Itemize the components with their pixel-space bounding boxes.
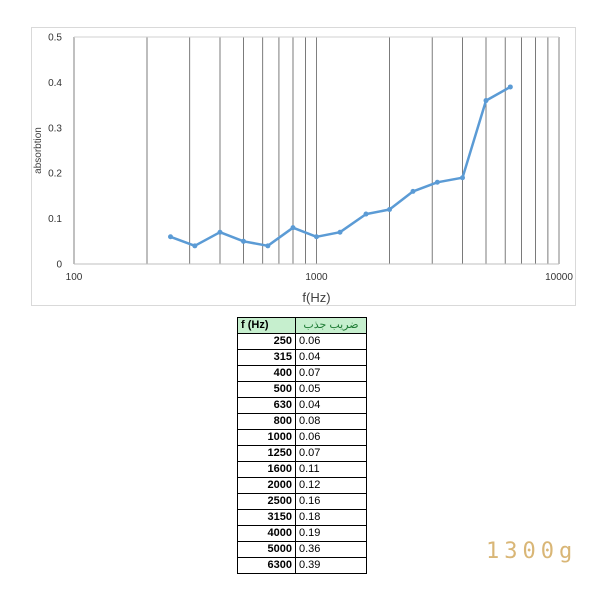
data-point bbox=[363, 211, 369, 217]
cell-absorption: 0.04 bbox=[295, 349, 367, 366]
data-table: f (Hz) ضریب جذب 250 0.06 315 0.04 400 0.07 500… bbox=[237, 317, 367, 574]
cell-absorption: 0.08 bbox=[295, 413, 367, 430]
y-tick-label: 0.3 bbox=[48, 123, 62, 134]
cell-frequency: 2000 bbox=[237, 477, 296, 494]
cell-absorption: 0.18 bbox=[295, 509, 367, 526]
cell-absorption: 0.16 bbox=[295, 493, 367, 510]
cell-absorption: 0.04 bbox=[295, 397, 367, 414]
y-tick-label: 0.4 bbox=[48, 78, 62, 89]
y-tick-label: 0.1 bbox=[48, 214, 62, 225]
table-row: 1000 0.06 bbox=[237, 429, 367, 446]
data-point bbox=[168, 234, 174, 240]
cell-absorption: 0.07 bbox=[295, 445, 367, 462]
cell-absorption: 0.11 bbox=[295, 461, 367, 478]
table-row: 6300 0.39 bbox=[237, 557, 367, 574]
y-axis-title: absorbtion bbox=[33, 127, 44, 174]
cell-absorption: 0.06 bbox=[295, 333, 367, 350]
x-axis-title: f(Hz) bbox=[302, 290, 330, 305]
table-row: 500 0.05 bbox=[237, 381, 367, 398]
cell-frequency: 5000 bbox=[237, 541, 296, 558]
x-tick-label: 1000 bbox=[305, 272, 328, 283]
table-row: 2000 0.12 bbox=[237, 477, 367, 494]
y-tick-label: 0.2 bbox=[48, 169, 62, 180]
data-point bbox=[290, 225, 296, 231]
data-point bbox=[386, 207, 392, 213]
cell-absorption: 0.07 bbox=[295, 365, 367, 382]
data-point bbox=[192, 243, 198, 249]
header-absorption: ضریب جذب bbox=[295, 317, 367, 334]
cell-frequency: 6300 bbox=[237, 557, 296, 574]
table-row: 315 0.04 bbox=[237, 349, 367, 366]
cell-frequency: 3150 bbox=[237, 509, 296, 526]
data-point bbox=[410, 188, 416, 194]
table-row: 5000 0.36 bbox=[237, 541, 367, 558]
table-row: 1600 0.11 bbox=[237, 461, 367, 478]
cell-frequency: 400 bbox=[237, 365, 296, 382]
y-tick-label: 0.5 bbox=[48, 33, 62, 44]
cell-frequency: 1250 bbox=[237, 445, 296, 462]
cell-absorption: 0.12 bbox=[295, 477, 367, 494]
cell-frequency: 315 bbox=[237, 349, 296, 366]
data-point bbox=[483, 98, 489, 104]
table-row: 630 0.04 bbox=[237, 397, 367, 414]
cell-frequency: 250 bbox=[237, 333, 296, 350]
series-line bbox=[170, 85, 511, 248]
table-row: 3150 0.18 bbox=[237, 509, 367, 526]
data-point bbox=[507, 84, 513, 90]
table-body: 250 0.06 315 0.04 400 0.07 500 0.05 630 0.04 800 0.… bbox=[237, 333, 367, 574]
y-tick-label: 0 bbox=[56, 260, 62, 271]
data-point bbox=[217, 229, 223, 235]
cell-absorption: 0.06 bbox=[295, 429, 367, 446]
cell-absorption: 0.36 bbox=[295, 541, 367, 558]
data-point bbox=[241, 238, 247, 244]
table-row: 1250 0.07 bbox=[237, 445, 367, 462]
data-point bbox=[265, 243, 271, 249]
x-tick-label: 100 bbox=[66, 272, 83, 283]
cell-frequency: 800 bbox=[237, 413, 296, 430]
cell-frequency: 1000 bbox=[237, 429, 296, 446]
data-point bbox=[314, 234, 319, 240]
table-row: 250 0.06 bbox=[237, 333, 367, 350]
data-point bbox=[459, 175, 465, 181]
chart-frame: 0 0.1 0.2 0.3 0.4 0.5 100 1000 10000 f(Hz) absorbt… bbox=[31, 27, 576, 306]
data-point bbox=[337, 229, 343, 235]
cell-absorption: 0.19 bbox=[295, 525, 367, 542]
cell-frequency: 1600 bbox=[237, 461, 296, 478]
cell-frequency: 500 bbox=[237, 381, 296, 398]
table-row: 400 0.07 bbox=[237, 365, 367, 382]
cell-absorption: 0.39 bbox=[295, 557, 367, 574]
table-row: 4000 0.19 bbox=[237, 525, 367, 542]
cell-absorption: 0.05 bbox=[295, 381, 367, 398]
table-header-row: f (Hz) ضریب جذب bbox=[237, 317, 367, 334]
table-row: 800 0.08 bbox=[237, 413, 367, 430]
watermark-text: 1300g bbox=[486, 539, 578, 564]
x-tick-label: 10000 bbox=[545, 272, 573, 283]
absorption-chart: 0 0.1 0.2 0.3 0.4 0.5 100 1000 10000 f(Hz) absorbt… bbox=[33, 33, 573, 306]
cell-frequency: 630 bbox=[237, 397, 296, 414]
table-row: 2500 0.16 bbox=[237, 493, 367, 510]
data-point bbox=[434, 179, 440, 185]
header-frequency: f (Hz) bbox=[237, 317, 296, 334]
cell-frequency: 4000 bbox=[237, 525, 296, 542]
cell-frequency: 2500 bbox=[237, 493, 296, 510]
